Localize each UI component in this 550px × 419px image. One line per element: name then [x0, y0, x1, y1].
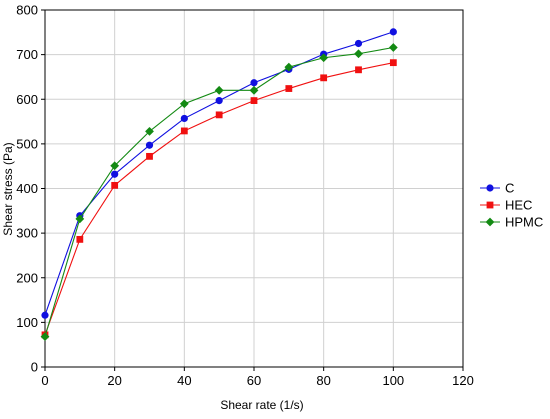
data-point: [146, 152, 153, 160]
data-point: [76, 235, 84, 243]
data-series: [40, 28, 398, 342]
data-point: [354, 39, 363, 48]
legend-item: HPMC: [480, 215, 543, 230]
data-point: [111, 170, 119, 178]
y-tick-label: 300: [16, 226, 38, 241]
legend-marker: [486, 201, 494, 209]
grid-lines: [45, 10, 463, 367]
data-point: [355, 66, 362, 74]
data-point: [145, 141, 154, 149]
data-point: [354, 49, 363, 59]
data-point: [319, 53, 329, 63]
legend-marker: [485, 217, 495, 227]
y-tick-label: 200: [16, 270, 38, 285]
x-tick-label: 80: [316, 373, 330, 388]
x-tick-label: 20: [107, 373, 121, 388]
series-hpmc: [40, 43, 398, 342]
x-tick-label: 0: [41, 373, 48, 388]
x-tick-label: 120: [452, 373, 474, 388]
data-point: [75, 214, 85, 224]
y-tick-label: 0: [31, 360, 38, 375]
legend-item: HEC: [480, 198, 532, 213]
y-tick-label: 400: [16, 181, 38, 196]
data-point: [215, 96, 223, 105]
data-point: [320, 74, 328, 82]
data-point: [388, 43, 398, 52]
x-axis-title: Shear rate (1/s): [220, 398, 303, 412]
data-point: [180, 127, 188, 135]
data-point: [180, 114, 188, 123]
legend-label: C: [505, 181, 514, 196]
legend: C HEC HPMC: [480, 181, 543, 230]
data-point: [214, 85, 224, 95]
data-point: [41, 311, 49, 319]
data-point: [285, 85, 293, 92]
series-c: [41, 28, 397, 319]
y-tick-label: 500: [16, 136, 38, 151]
y-axis-title: Shear stress (Pa): [1, 142, 15, 235]
data-point: [249, 85, 259, 95]
x-tick-label: 60: [247, 373, 261, 388]
data-point: [284, 62, 294, 72]
data-point: [389, 59, 397, 67]
data-point: [111, 181, 119, 189]
legend-label: HEC: [505, 198, 532, 213]
data-point: [179, 99, 189, 109]
y-tick-label: 100: [16, 315, 38, 330]
x-tick-label: 100: [382, 373, 404, 388]
data-point: [250, 79, 258, 87]
legend-label: HPMC: [505, 215, 543, 230]
y-tick-label: 600: [16, 92, 38, 107]
y-tick-label: 800: [16, 3, 38, 18]
legend-item: C: [480, 181, 514, 196]
data-point: [110, 161, 120, 171]
axes: 0 20 40 60 80 100 120 0 100 200 300 400 500 600 700 800: [16, 3, 474, 389]
data-point: [215, 111, 223, 119]
data-point: [389, 28, 397, 36]
data-point: [250, 97, 258, 104]
legend-marker: [486, 184, 494, 192]
x-tick-label: 40: [177, 373, 191, 388]
data-point: [145, 126, 154, 136]
data-point: [40, 332, 50, 342]
y-tick-label: 700: [16, 47, 38, 62]
